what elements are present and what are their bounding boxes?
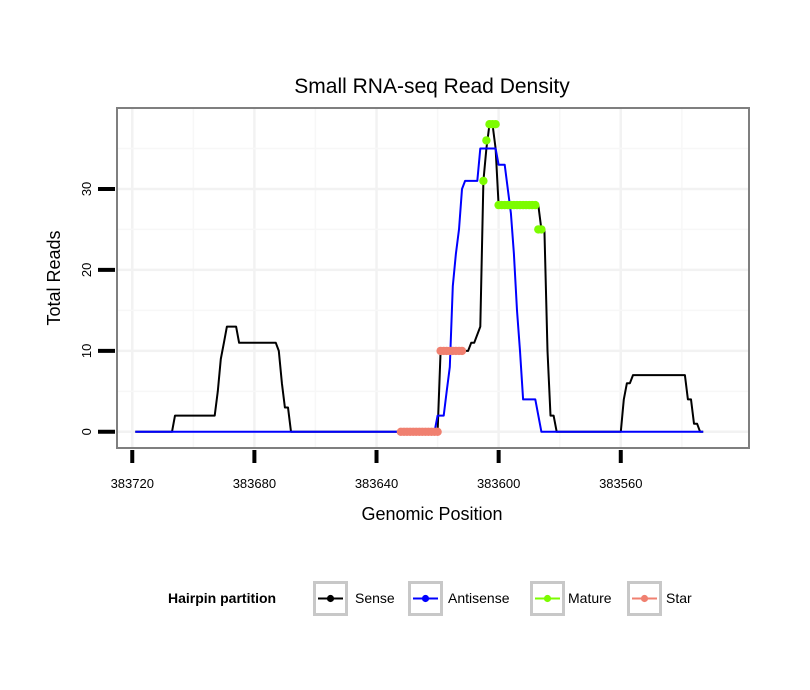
series-points (396, 120, 546, 436)
chart-title: Small RNA-seq Read Density (294, 75, 570, 98)
legend: Hairpin partition Sense Antisense Mature St… (168, 581, 692, 616)
x-tick-label-2: 383640 (355, 476, 398, 491)
legend-label-antisense: Antisense (448, 590, 510, 606)
legend-title: Hairpin partition (168, 590, 276, 606)
y-tick-label-1: 10 (79, 344, 94, 358)
series-line-sense (135, 123, 704, 433)
y-tick-label-2: 20 (79, 263, 94, 277)
legend-label-sense: Sense (355, 590, 395, 606)
y-tick-label-0: 0 (79, 428, 94, 435)
x-axis-title: Genomic Position (361, 504, 502, 524)
x-tick-label-1: 383680 (233, 476, 276, 491)
x-tick-label-4: 383560 (599, 476, 642, 491)
legend-label-mature: Mature (568, 590, 612, 606)
point-mature-17 (531, 200, 540, 210)
legend-key-dot-mature (543, 594, 552, 603)
point-star-12 (433, 427, 442, 436)
legend-key-dot-star (640, 594, 649, 603)
point-star-20 (457, 346, 467, 356)
point-mature-1 (482, 136, 491, 145)
plot-panel (116, 107, 750, 449)
legend-label-star: Star (666, 590, 692, 606)
x-tick-label-0: 383720 (111, 476, 154, 491)
legend-key-dot-antisense (421, 594, 430, 603)
series-line-antisense (135, 147, 704, 433)
legend-key-dot-sense (326, 594, 335, 603)
y-tick-label-3: 30 (79, 182, 94, 196)
point-mature-4 (491, 120, 500, 129)
series-lines (135, 123, 704, 433)
point-mature-0 (479, 176, 488, 186)
axes: 383720 383680 383640 383600 383560 0 10 20 30 (79, 182, 642, 491)
y-axis-title: Total Reads (44, 230, 64, 325)
x-tick-label-3: 383600 (477, 476, 520, 491)
point-mature-19 (537, 225, 546, 234)
